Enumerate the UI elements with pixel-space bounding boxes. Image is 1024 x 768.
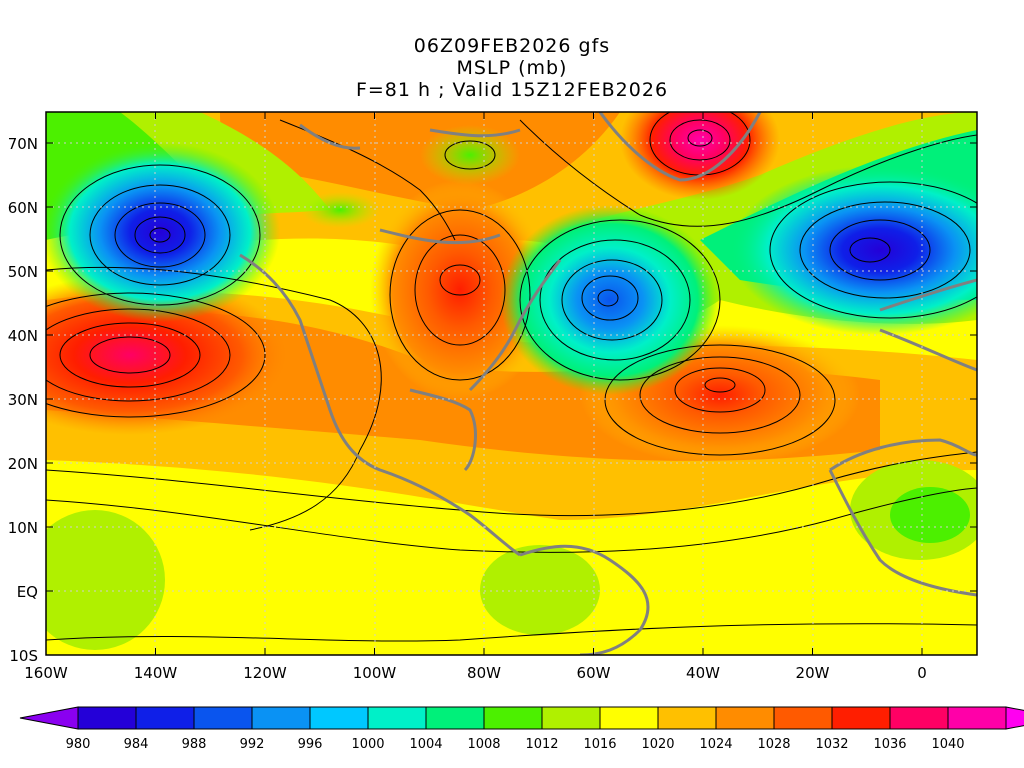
colorbar-label: 1036 (873, 737, 906, 752)
colorbar-label: 1028 (757, 737, 790, 752)
lon-label: 80W (467, 664, 501, 682)
pressure-field (46, 112, 977, 655)
colorbar-label: 996 (298, 737, 323, 752)
colorbar-swatch (889, 706, 949, 730)
colorbar-label: 1024 (699, 737, 732, 752)
graticule (46, 112, 977, 655)
colorbar-label: 1016 (583, 737, 616, 752)
colorbar-swatch (599, 706, 659, 730)
isobar-lines (46, 112, 977, 642)
lat-label: 50N (8, 263, 38, 281)
lon-axis-labels: 160W 140W 120W 100W 80W 60W 40W 20W 0 (24, 664, 927, 682)
lon-label: 100W (353, 664, 397, 682)
lat-label: 20N (8, 455, 38, 473)
lat-label: EQ (17, 583, 38, 601)
colorbar-swatch (773, 706, 833, 730)
colorbar-swatch (425, 706, 485, 730)
colorbar-swatch (831, 706, 891, 730)
map-frame (45, 111, 978, 656)
lon-label: 120W (243, 664, 287, 682)
colorbar-label: 1000 (351, 737, 384, 752)
lon-label: 20W (796, 664, 830, 682)
colorbar-swatch (483, 706, 543, 730)
lon-label: 40W (686, 664, 720, 682)
colorbar-swatch (193, 706, 253, 730)
colorbar-swatch (947, 706, 1007, 730)
colorbar-label: 988 (182, 737, 207, 752)
colorbar-label: 1012 (525, 737, 558, 752)
colorbar-swatch (309, 706, 369, 730)
colorbar-label: 992 (240, 737, 265, 752)
lat-label: 40N (8, 327, 38, 345)
coastlines (239, 112, 977, 655)
colorbar-label: 1032 (815, 737, 848, 752)
colorbar-label: 1020 (641, 737, 674, 752)
colorbar-label: 1040 (931, 737, 964, 752)
lat-label: 60N (8, 199, 38, 217)
title-run: 06Z09FEB2026 gfs (413, 35, 611, 57)
colorbar-swatch (541, 706, 601, 730)
colorbar-swatch (135, 706, 195, 730)
lon-label: 160W (24, 664, 68, 682)
axis-ticks (45, 112, 977, 656)
lat-label: 70N (8, 135, 38, 153)
colorbar-label: 1004 (409, 737, 442, 752)
colorbar-label: 1008 (467, 737, 500, 752)
title-valid: F=81 h ; Valid 15Z12FEB2026 (355, 79, 669, 101)
lon-label: 60W (577, 664, 611, 682)
colorbar-swatch (77, 706, 137, 730)
lat-axis-labels: 70N 60N 50N 40N 30N 20N 10N EQ 10S (8, 135, 38, 665)
colorbar-swatch (657, 706, 717, 730)
title-field: MSLP (mb) (456, 57, 568, 79)
lat-label: 30N (8, 391, 38, 409)
colorbar-left-arrow (19, 706, 79, 730)
colorbar-swatch (251, 706, 311, 730)
lat-label: 10S (9, 647, 38, 665)
lon-label: 0 (917, 664, 927, 682)
colorbar-swatch (715, 706, 775, 730)
lon-label: 140W (134, 664, 178, 682)
colorbar-right-arrow (1005, 706, 1024, 730)
lat-label: 10N (8, 519, 38, 537)
colorbar-swatch (367, 706, 427, 730)
colorbar-label: 984 (124, 737, 149, 752)
colorbar-label: 980 (66, 737, 91, 752)
